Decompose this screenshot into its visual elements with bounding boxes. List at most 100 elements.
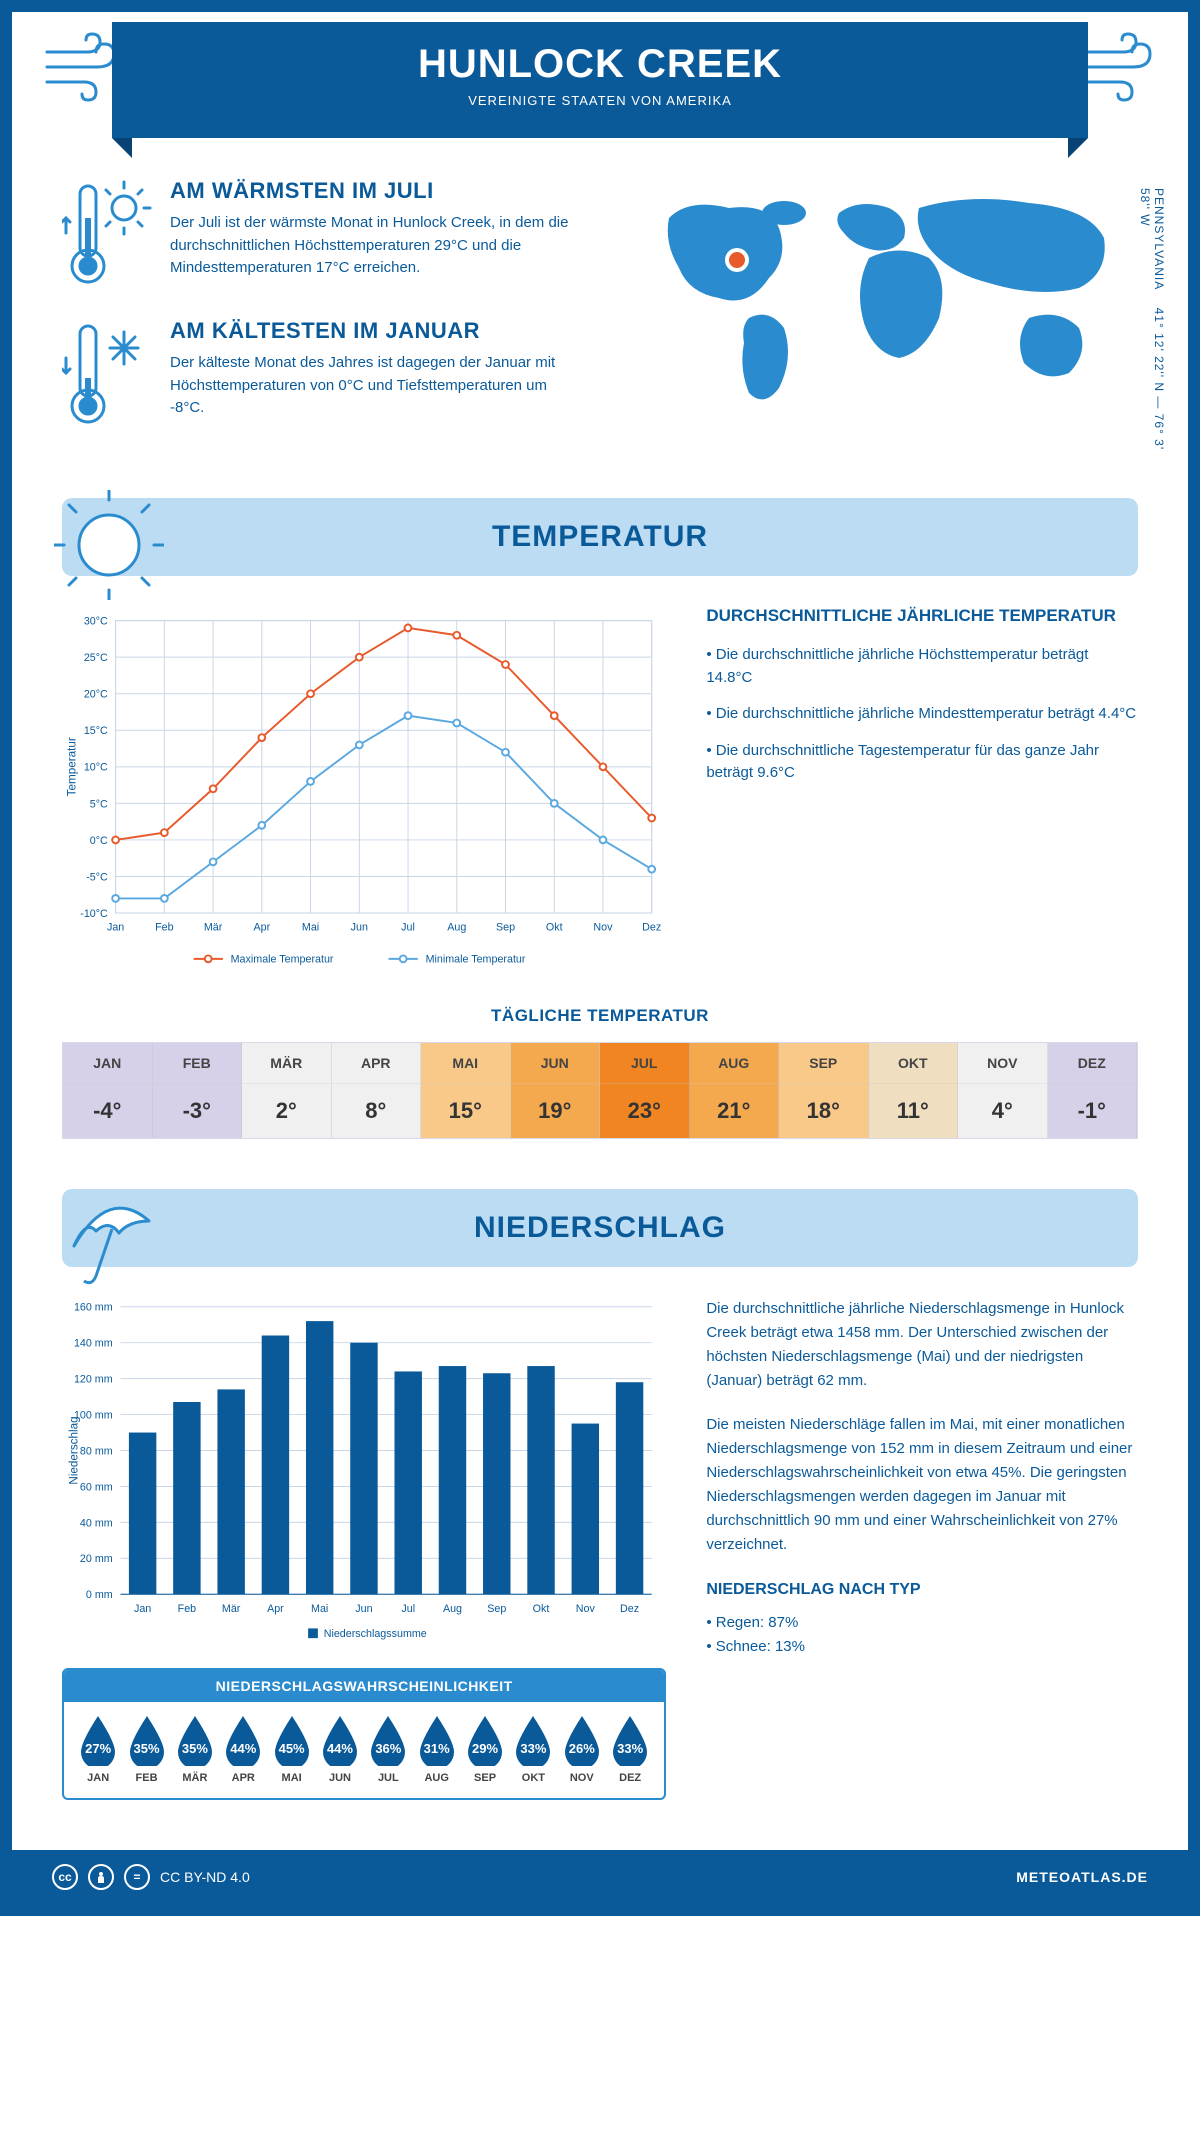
- svg-text:60 mm: 60 mm: [80, 1482, 113, 1494]
- coldest-title: AM KÄLTESTEN IM JANUAR: [170, 318, 580, 344]
- title-banner: HUNLOCK CREEK VEREINIGTE STAATEN VON AME…: [112, 22, 1088, 138]
- svg-text:Sep: Sep: [487, 1603, 506, 1615]
- svg-text:Mär: Mär: [204, 922, 223, 934]
- svg-text:5°C: 5°C: [90, 798, 108, 810]
- wind-icon: [1078, 32, 1158, 102]
- precip-type-item: • Schnee: 13%: [706, 1635, 1138, 1659]
- svg-text:Apr: Apr: [267, 1603, 284, 1615]
- svg-text:Aug: Aug: [443, 1603, 462, 1615]
- svg-text:Feb: Feb: [155, 922, 174, 934]
- svg-text:10°C: 10°C: [84, 762, 108, 774]
- svg-text:-10°C: -10°C: [80, 908, 108, 920]
- warmest-title: AM WÄRMSTEN IM JULI: [170, 178, 580, 204]
- prob-drop: 26%NOV: [560, 1714, 604, 1784]
- svg-text:Nov: Nov: [576, 1603, 596, 1615]
- daily-month: OKT: [869, 1043, 959, 1083]
- coordinates: PENNSYLVANIA 41° 12' 22'' N — 76° 3' 58'…: [1138, 188, 1166, 458]
- daily-month: DEZ: [1048, 1043, 1138, 1083]
- daily-temp-title: TÄGLICHE TEMPERATUR: [62, 1006, 1138, 1026]
- prob-drop: 27%JAN: [76, 1714, 120, 1784]
- daily-value: 11°: [869, 1083, 959, 1138]
- daily-month: AUG: [690, 1043, 780, 1083]
- daily-month: JAN: [63, 1043, 153, 1083]
- prob-drop: 35%FEB: [124, 1714, 168, 1784]
- svg-text:Apr: Apr: [253, 922, 270, 934]
- svg-text:Mai: Mai: [311, 1603, 328, 1615]
- world-map: PENNSYLVANIA 41° 12' 22'' N — 76° 3' 58'…: [620, 178, 1138, 458]
- svg-text:Sep: Sep: [496, 922, 515, 934]
- daily-value: 8°: [332, 1083, 422, 1138]
- svg-text:80 mm: 80 mm: [80, 1446, 113, 1458]
- daily-temp-table: JANFEBMÄRAPRMAIJUNJULAUGSEPOKTNOVDEZ-4°-…: [62, 1042, 1138, 1139]
- svg-text:Jun: Jun: [355, 1603, 372, 1615]
- prob-drop: 44%JUN: [318, 1714, 362, 1784]
- svg-text:Dez: Dez: [620, 1603, 639, 1615]
- section-temperature: TEMPERATUR: [62, 498, 1138, 576]
- svg-text:20°C: 20°C: [84, 689, 108, 701]
- warmest-text: Der Juli ist der wärmste Monat in Hunloc…: [170, 212, 580, 280]
- umbrella-icon: [54, 1181, 164, 1291]
- license-text: CC BY-ND 4.0: [160, 1869, 250, 1885]
- svg-text:Okt: Okt: [546, 922, 563, 934]
- svg-text:0°C: 0°C: [90, 835, 108, 847]
- temp-info-item: Die durchschnittliche Tagestemperatur fü…: [706, 740, 1138, 785]
- daily-value: 21°: [690, 1083, 780, 1138]
- svg-text:Feb: Feb: [178, 1603, 197, 1615]
- section-precipitation: NIEDERSCHLAG: [62, 1189, 1138, 1267]
- wind-icon: [42, 32, 122, 102]
- svg-text:Jun: Jun: [351, 922, 368, 934]
- daily-value: 19°: [511, 1083, 601, 1138]
- precipitation-text: Die durchschnittliche jährliche Niedersc…: [706, 1297, 1138, 1800]
- svg-text:140 mm: 140 mm: [74, 1338, 113, 1350]
- by-icon: [88, 1864, 114, 1890]
- daily-month: MÄR: [242, 1043, 332, 1083]
- svg-text:Maximale Temperatur: Maximale Temperatur: [231, 954, 334, 966]
- svg-text:0 mm: 0 mm: [86, 1590, 113, 1602]
- footer: cc = CC BY-ND 4.0 METEOATLAS.DE: [12, 1850, 1188, 1904]
- coldest-text: Der kälteste Monat des Jahres ist dagege…: [170, 352, 580, 420]
- daily-month: NOV: [958, 1043, 1048, 1083]
- climate-facts: AM WÄRMSTEN IM JULI Der Juli ist der wär…: [62, 178, 580, 458]
- daily-month: FEB: [153, 1043, 243, 1083]
- site-name: METEOATLAS.DE: [1016, 1869, 1148, 1885]
- svg-text:160 mm: 160 mm: [74, 1302, 113, 1314]
- prob-drop: 31%AUG: [415, 1714, 459, 1784]
- daily-value: -4°: [63, 1083, 153, 1138]
- svg-text:-5°C: -5°C: [86, 871, 108, 883]
- precipitation-chart: 0 mm20 mm40 mm60 mm80 mm100 mm120 mm140 …: [62, 1297, 666, 1648]
- temp-info-item: Die durchschnittliche jährliche Mindestt…: [706, 703, 1138, 726]
- daily-month: JUL: [600, 1043, 690, 1083]
- daily-month: SEP: [779, 1043, 869, 1083]
- svg-text:30°C: 30°C: [84, 616, 108, 628]
- daily-value: -1°: [1048, 1083, 1138, 1138]
- svg-text:Jan: Jan: [107, 922, 124, 934]
- svg-text:Aug: Aug: [447, 922, 466, 934]
- page-subtitle: VEREINIGTE STAATEN VON AMERIKA: [112, 93, 1088, 108]
- daily-value: 23°: [600, 1083, 690, 1138]
- precipitation-probability: NIEDERSCHLAGSWAHRSCHEINLICHKEIT 27%JAN35…: [62, 1668, 666, 1800]
- svg-text:Jan: Jan: [134, 1603, 151, 1615]
- svg-text:120 mm: 120 mm: [74, 1374, 113, 1386]
- precip-type-item: • Regen: 87%: [706, 1611, 1138, 1635]
- svg-text:40 mm: 40 mm: [80, 1518, 113, 1530]
- svg-text:Mai: Mai: [302, 922, 319, 934]
- svg-text:Niederschlagssumme: Niederschlagssumme: [324, 1629, 427, 1641]
- svg-text:Jul: Jul: [401, 1603, 415, 1615]
- svg-text:Temperatur: Temperatur: [66, 737, 79, 796]
- prob-drop: 45%MAI: [269, 1714, 313, 1784]
- prob-drop: 29%SEP: [463, 1714, 507, 1784]
- thermometer-hot-icon: [62, 178, 152, 288]
- svg-text:Niederschlag: Niederschlag: [68, 1417, 81, 1485]
- page-title: HUNLOCK CREEK: [112, 42, 1088, 87]
- prob-drop: 36%JUL: [366, 1714, 410, 1784]
- svg-text:Okt: Okt: [533, 1603, 550, 1615]
- svg-text:25°C: 25°C: [84, 652, 108, 664]
- sun-icon: [54, 490, 164, 600]
- daily-value: 2°: [242, 1083, 332, 1138]
- daily-value: 4°: [958, 1083, 1048, 1138]
- temp-info-item: Die durchschnittliche jährliche Höchstte…: [706, 644, 1138, 689]
- prob-drop: 44%APR: [221, 1714, 265, 1784]
- temperature-summary: DURCHSCHNITTLICHE JÄHRLICHE TEMPERATUR D…: [706, 606, 1138, 976]
- daily-month: MAI: [421, 1043, 511, 1083]
- daily-month: JUN: [511, 1043, 601, 1083]
